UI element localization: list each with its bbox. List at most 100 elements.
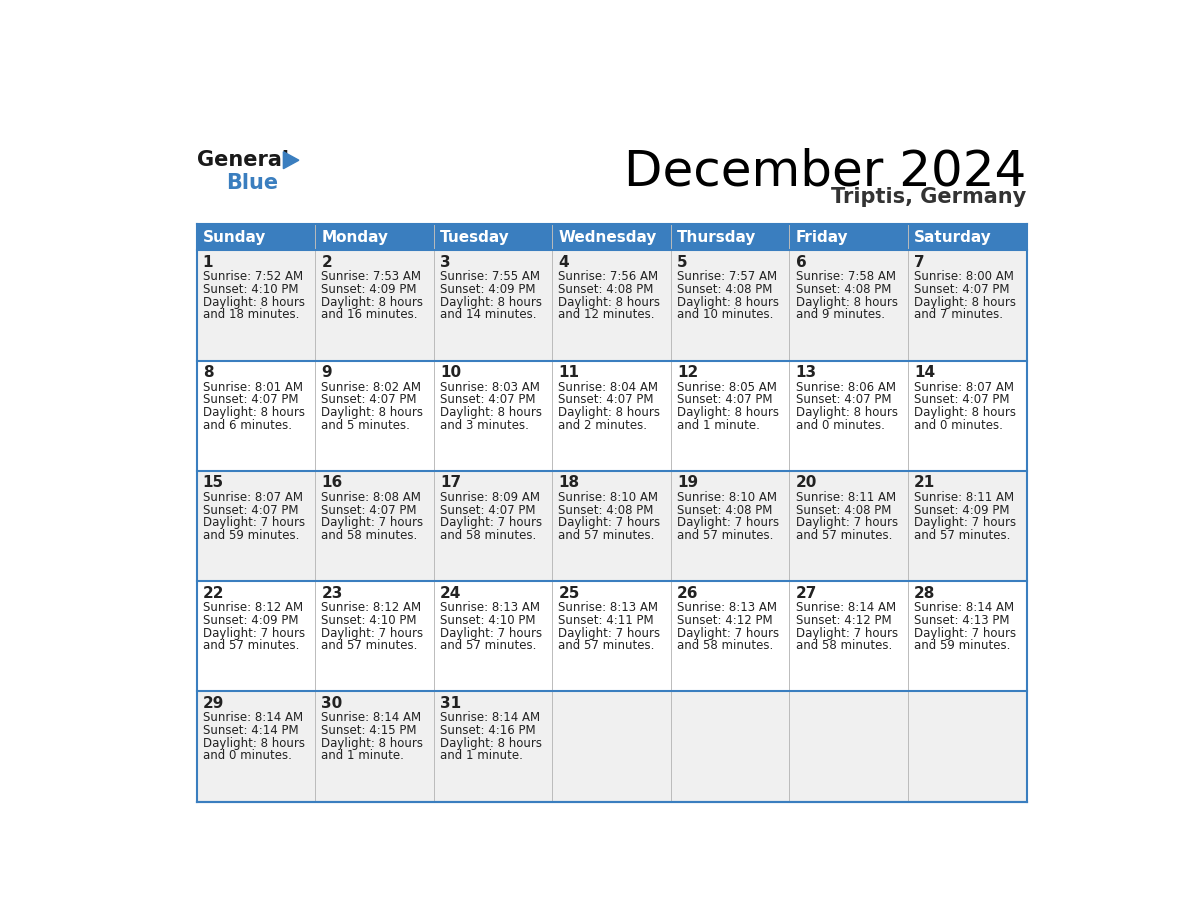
- Bar: [789, 471, 908, 581]
- Bar: [908, 224, 1026, 251]
- Text: Daylight: 8 hours: Daylight: 8 hours: [321, 737, 423, 750]
- Text: 12: 12: [677, 365, 699, 380]
- Text: Sunset: 4:10 PM: Sunset: 4:10 PM: [203, 283, 298, 296]
- Text: 24: 24: [440, 586, 461, 600]
- Text: Sunset: 4:07 PM: Sunset: 4:07 PM: [321, 393, 417, 407]
- Text: Sunrise: 8:14 AM: Sunrise: 8:14 AM: [321, 711, 422, 724]
- Bar: [908, 471, 1026, 581]
- Bar: [789, 251, 908, 361]
- Text: Sunrise: 8:13 AM: Sunrise: 8:13 AM: [558, 601, 658, 614]
- Text: Sunset: 4:07 PM: Sunset: 4:07 PM: [203, 504, 298, 517]
- Text: and 57 minutes.: and 57 minutes.: [440, 639, 536, 652]
- Text: 9: 9: [321, 365, 331, 380]
- Text: Sunrise: 8:13 AM: Sunrise: 8:13 AM: [677, 601, 777, 614]
- Text: and 1 minute.: and 1 minute.: [677, 419, 760, 431]
- Text: 30: 30: [321, 696, 342, 711]
- Text: December 2024: December 2024: [625, 147, 1026, 196]
- Text: Daylight: 7 hours: Daylight: 7 hours: [203, 516, 305, 530]
- Text: Sunrise: 8:08 AM: Sunrise: 8:08 AM: [321, 491, 422, 504]
- Text: 28: 28: [915, 586, 936, 600]
- Text: 21: 21: [915, 476, 935, 490]
- Bar: [196, 471, 315, 581]
- Bar: [196, 251, 315, 361]
- Text: Sunrise: 8:04 AM: Sunrise: 8:04 AM: [558, 381, 658, 394]
- Bar: [552, 224, 671, 251]
- Text: Sunset: 4:14 PM: Sunset: 4:14 PM: [203, 724, 298, 737]
- Text: Thursday: Thursday: [677, 230, 757, 245]
- Text: 27: 27: [796, 586, 817, 600]
- Bar: [671, 471, 789, 581]
- Text: 22: 22: [203, 586, 225, 600]
- Text: 3: 3: [440, 255, 450, 270]
- Text: Sunset: 4:08 PM: Sunset: 4:08 PM: [796, 283, 891, 296]
- Text: Sunrise: 8:06 AM: Sunrise: 8:06 AM: [796, 381, 896, 394]
- Text: 1: 1: [203, 255, 214, 270]
- Text: 23: 23: [321, 586, 342, 600]
- Bar: [908, 361, 1026, 471]
- Text: Sunset: 4:07 PM: Sunset: 4:07 PM: [558, 393, 653, 407]
- Text: and 59 minutes.: and 59 minutes.: [915, 639, 1011, 652]
- Text: 16: 16: [321, 476, 342, 490]
- Text: Sunrise: 8:00 AM: Sunrise: 8:00 AM: [915, 270, 1015, 284]
- Text: Daylight: 7 hours: Daylight: 7 hours: [203, 626, 305, 640]
- Text: Sunset: 4:08 PM: Sunset: 4:08 PM: [677, 504, 772, 517]
- Text: Daylight: 7 hours: Daylight: 7 hours: [796, 626, 898, 640]
- Bar: [315, 581, 434, 691]
- Bar: [908, 691, 1026, 801]
- Text: Daylight: 7 hours: Daylight: 7 hours: [915, 516, 1016, 530]
- Bar: [552, 691, 671, 801]
- Text: Sunset: 4:07 PM: Sunset: 4:07 PM: [321, 504, 417, 517]
- Text: Daylight: 7 hours: Daylight: 7 hours: [915, 626, 1016, 640]
- Bar: [671, 361, 789, 471]
- Text: and 57 minutes.: and 57 minutes.: [558, 639, 655, 652]
- Text: Sunset: 4:07 PM: Sunset: 4:07 PM: [440, 504, 536, 517]
- Text: and 10 minutes.: and 10 minutes.: [677, 308, 773, 321]
- Text: and 3 minutes.: and 3 minutes.: [440, 419, 529, 431]
- Text: Daylight: 8 hours: Daylight: 8 hours: [677, 296, 779, 308]
- Text: and 5 minutes.: and 5 minutes.: [321, 419, 410, 431]
- Text: Daylight: 8 hours: Daylight: 8 hours: [915, 406, 1016, 419]
- Bar: [315, 361, 434, 471]
- Text: and 14 minutes.: and 14 minutes.: [440, 308, 537, 321]
- Text: and 2 minutes.: and 2 minutes.: [558, 419, 647, 431]
- Text: Sunset: 4:07 PM: Sunset: 4:07 PM: [915, 283, 1010, 296]
- Bar: [552, 251, 671, 361]
- Text: Daylight: 8 hours: Daylight: 8 hours: [558, 296, 661, 308]
- Text: 11: 11: [558, 365, 580, 380]
- Bar: [196, 581, 315, 691]
- Bar: [434, 471, 552, 581]
- Text: 18: 18: [558, 476, 580, 490]
- Text: 19: 19: [677, 476, 699, 490]
- Text: Daylight: 7 hours: Daylight: 7 hours: [440, 516, 542, 530]
- Text: Blue: Blue: [226, 174, 278, 194]
- Bar: [671, 581, 789, 691]
- Text: and 18 minutes.: and 18 minutes.: [203, 308, 299, 321]
- Bar: [315, 471, 434, 581]
- Text: Sunrise: 8:11 AM: Sunrise: 8:11 AM: [915, 491, 1015, 504]
- Bar: [315, 224, 434, 251]
- Bar: [908, 251, 1026, 361]
- Text: and 0 minutes.: and 0 minutes.: [915, 419, 1003, 431]
- Text: Sunrise: 8:13 AM: Sunrise: 8:13 AM: [440, 601, 539, 614]
- Text: Sunset: 4:08 PM: Sunset: 4:08 PM: [796, 504, 891, 517]
- Text: 10: 10: [440, 365, 461, 380]
- Text: Daylight: 8 hours: Daylight: 8 hours: [796, 296, 898, 308]
- Text: Friday: Friday: [796, 230, 848, 245]
- Text: Sunset: 4:09 PM: Sunset: 4:09 PM: [440, 283, 536, 296]
- Text: Sunrise: 8:12 AM: Sunrise: 8:12 AM: [321, 601, 422, 614]
- Text: Sunrise: 8:07 AM: Sunrise: 8:07 AM: [915, 381, 1015, 394]
- Text: Sunset: 4:08 PM: Sunset: 4:08 PM: [677, 283, 772, 296]
- Text: Sunrise: 7:58 AM: Sunrise: 7:58 AM: [796, 270, 896, 284]
- Text: Sunset: 4:16 PM: Sunset: 4:16 PM: [440, 724, 536, 737]
- Text: Sunrise: 8:05 AM: Sunrise: 8:05 AM: [677, 381, 777, 394]
- Text: Sunrise: 8:10 AM: Sunrise: 8:10 AM: [677, 491, 777, 504]
- Text: Sunset: 4:11 PM: Sunset: 4:11 PM: [558, 614, 655, 627]
- Text: Sunset: 4:10 PM: Sunset: 4:10 PM: [321, 614, 417, 627]
- Text: Daylight: 7 hours: Daylight: 7 hours: [321, 626, 423, 640]
- Bar: [434, 361, 552, 471]
- Text: 26: 26: [677, 586, 699, 600]
- Bar: [671, 224, 789, 251]
- Text: Sunset: 4:13 PM: Sunset: 4:13 PM: [915, 614, 1010, 627]
- Text: and 58 minutes.: and 58 minutes.: [440, 529, 536, 542]
- Text: Sunday: Sunday: [203, 230, 266, 245]
